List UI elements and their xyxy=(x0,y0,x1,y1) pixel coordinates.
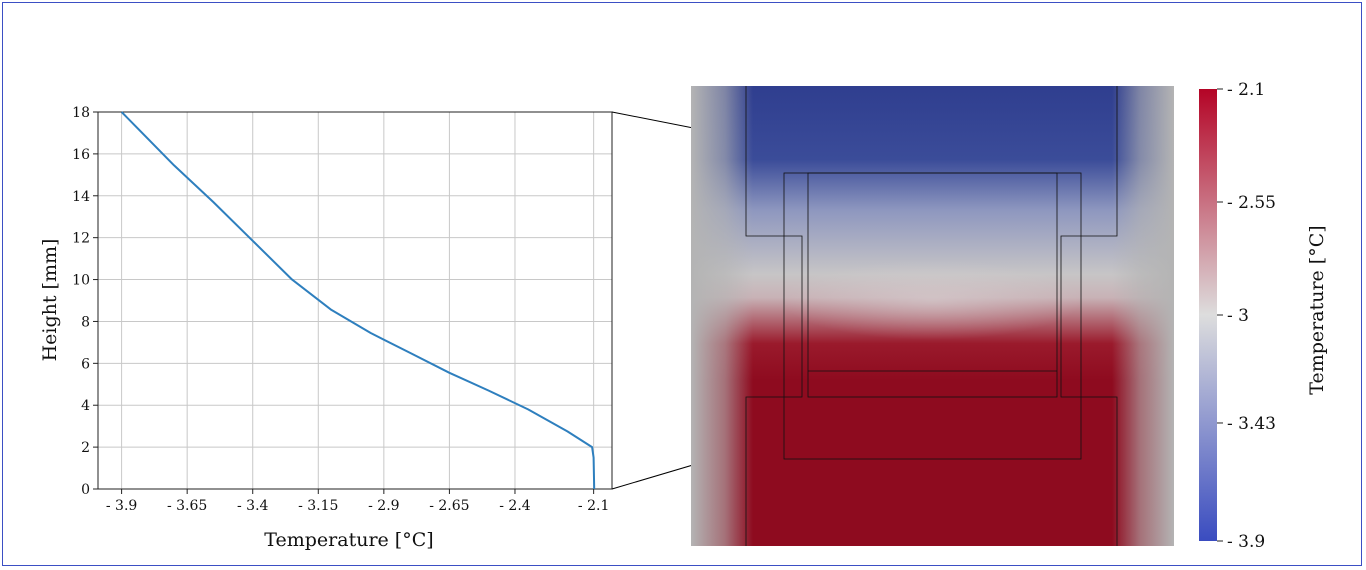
y-tick-label: 4 xyxy=(81,398,90,414)
plot-axes-frame xyxy=(97,111,613,490)
plot-grid xyxy=(98,111,612,490)
field-right-ambient-edge xyxy=(1112,86,1174,546)
x-tick-label: - 3.9 xyxy=(106,498,137,514)
y-tick-label: 12 xyxy=(72,231,90,247)
y-tick-label: 8 xyxy=(81,314,90,330)
colorbar-tick-label: - 3.43 xyxy=(1227,414,1276,434)
y-tick-label: 0 xyxy=(81,482,90,498)
temperature-field-map xyxy=(691,86,1174,546)
x-tick-label: - 2.65 xyxy=(429,498,469,514)
temperature-height-series xyxy=(120,111,596,490)
y-axis-ticks: 0 2 4 6 8 10 12 14 16 18 xyxy=(72,105,98,498)
x-tick-label: - 2.4 xyxy=(499,498,531,514)
colorbar-ticks: - 2.1 - 2.55 - 3 - 3.43 - 3.9 xyxy=(1217,80,1276,552)
x-tick-label: - 3.65 xyxy=(167,498,207,514)
x-tick-label: - 3.4 xyxy=(237,498,269,514)
colorbar-tick-label: - 3.9 xyxy=(1227,532,1265,552)
y-axis-label: Height [mm] xyxy=(39,239,61,362)
colorbar-tick-label: - 2.55 xyxy=(1227,193,1276,213)
outline-right-wall xyxy=(1060,86,1118,546)
y-tick-label: 16 xyxy=(72,147,90,163)
y-tick-label: 6 xyxy=(81,356,90,372)
colorbar-tick-label: - 3 xyxy=(1227,306,1249,326)
colorbar: - 2.1 - 2.55 - 3 - 3.43 - 3.9 Temperature [°… xyxy=(1199,80,1328,552)
field-left-ambient-edge xyxy=(691,86,753,546)
y-tick-label: 14 xyxy=(72,189,90,205)
outline-inner-sample xyxy=(807,172,1058,398)
y-tick-label: 2 xyxy=(81,440,90,456)
temperature-profile-plot: - 3.9 - 3.65 - 3.4 - 3.15 - 2.9 - 2.65 - 2.4 - … xyxy=(39,105,613,551)
colorbar-tick-label: - 2.1 xyxy=(1227,80,1265,100)
field-transition-band xyxy=(782,260,1082,340)
y-tick-label: 18 xyxy=(72,105,90,121)
x-axis-ticks: - 3.9 - 3.65 - 3.4 - 3.15 - 2.9 - 2.65 - 2.4 - … xyxy=(106,489,609,514)
x-tick-label: - 3.15 xyxy=(298,498,338,514)
geometry-outline xyxy=(745,86,1118,546)
x-axis-label: Temperature [°C] xyxy=(264,529,433,551)
colorbar-label: Temperature [°C] xyxy=(1306,225,1328,394)
x-tick-label: - 2.1 xyxy=(578,498,609,514)
outline-left-wall xyxy=(745,86,803,546)
colorbar-gradient xyxy=(1199,89,1217,541)
y-tick-label: 10 xyxy=(72,273,90,289)
x-tick-label: - 2.9 xyxy=(368,498,399,514)
